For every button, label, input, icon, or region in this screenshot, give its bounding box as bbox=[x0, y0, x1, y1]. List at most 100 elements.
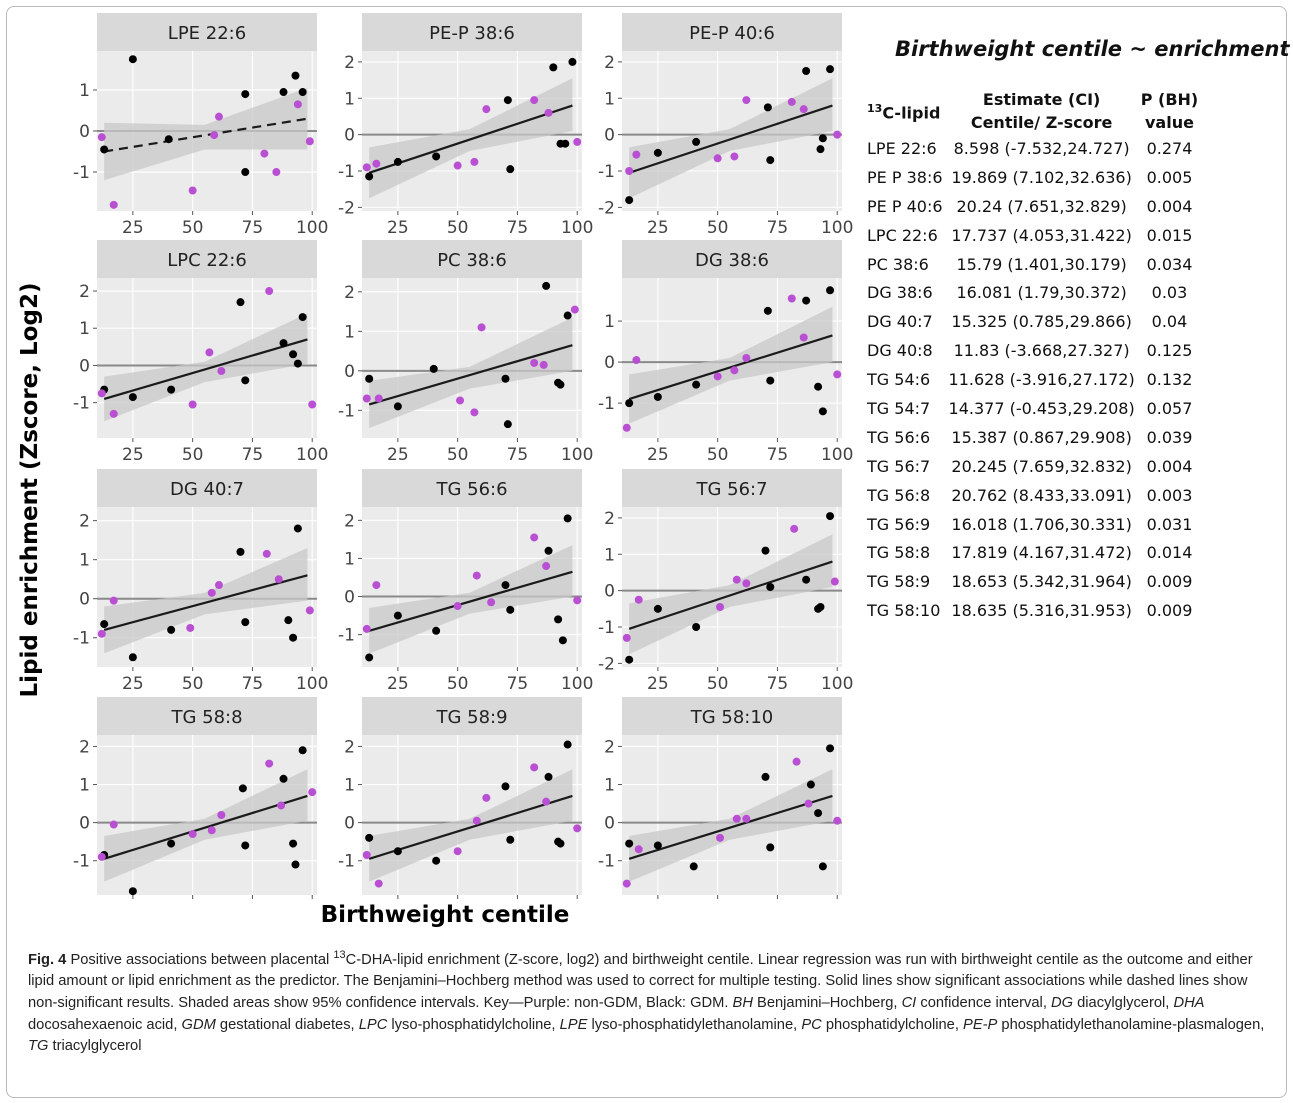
y-tick-label: -1 bbox=[338, 626, 355, 646]
data-point-non-gdm bbox=[742, 354, 751, 362]
panel-strip bbox=[97, 13, 317, 51]
header-p-value: P (BH) value bbox=[1138, 88, 1202, 134]
regression-line bbox=[103, 338, 308, 400]
y-tick-label: 2 bbox=[604, 509, 615, 529]
data-point-non-gdm bbox=[530, 358, 539, 367]
data-point-non-gdm bbox=[372, 581, 381, 590]
cell-estimate: 18.653 (5.342,31.964) bbox=[951, 572, 1132, 592]
cell-p-value: 0.125 bbox=[1146, 341, 1193, 361]
regression-line bbox=[628, 560, 833, 630]
y-tick-label: 0 bbox=[79, 122, 90, 142]
y-tick-label: 0 bbox=[604, 814, 615, 834]
data-point-non-gdm bbox=[732, 814, 741, 823]
data-point-gdm bbox=[802, 296, 811, 305]
data-point-gdm bbox=[289, 839, 298, 848]
facet-panel: PC 38:6 25 50 75 100 -1 0 1 2 bbox=[338, 240, 593, 465]
data-point-gdm bbox=[556, 380, 565, 389]
data-point-gdm bbox=[816, 603, 825, 611]
y-tick-label: 2 bbox=[344, 737, 355, 757]
data-point-gdm bbox=[561, 139, 570, 148]
data-point-gdm bbox=[241, 90, 250, 99]
table-title: Birthweight centile ~ enrichment bbox=[895, 37, 1290, 61]
data-point-non-gdm bbox=[477, 323, 486, 332]
caption-abbr-definition: lyso-phosphatidylethanolamine, bbox=[591, 1016, 798, 1033]
data-point-gdm bbox=[241, 168, 250, 177]
panel-strip bbox=[97, 240, 317, 278]
data-point-gdm bbox=[128, 393, 137, 402]
data-point-non-gdm bbox=[713, 372, 722, 381]
x-tick-label: 50 bbox=[182, 445, 204, 465]
data-point-non-gdm bbox=[790, 524, 799, 533]
regression-line bbox=[628, 104, 833, 174]
x-tick-label: 100 bbox=[296, 674, 328, 694]
data-point-gdm bbox=[298, 313, 307, 322]
data-point-gdm bbox=[289, 633, 298, 642]
data-point-gdm bbox=[692, 623, 701, 631]
cell-estimate: 20.245 (7.659,32.832) bbox=[951, 456, 1132, 476]
data-point-gdm bbox=[653, 392, 662, 401]
data-point-non-gdm bbox=[542, 797, 551, 806]
facet-panel: TG 56:7 25 50 75 100 -2 -1 0 1 2 bbox=[598, 469, 853, 694]
panel-title: TG 58:10 bbox=[690, 707, 774, 728]
regression-line bbox=[628, 794, 833, 860]
data-point-gdm bbox=[826, 512, 835, 521]
data-point-non-gdm bbox=[109, 820, 118, 829]
data-point-non-gdm bbox=[265, 759, 274, 768]
y-tick-label: 1 bbox=[79, 81, 90, 101]
data-point-non-gdm bbox=[622, 633, 631, 642]
cell-p-value: 0.039 bbox=[1146, 427, 1193, 447]
data-point-gdm bbox=[241, 376, 250, 385]
cell-p-value: 0.057 bbox=[1146, 398, 1193, 418]
data-point-gdm bbox=[826, 286, 835, 295]
data-point-non-gdm bbox=[453, 161, 462, 170]
data-point-gdm bbox=[503, 96, 512, 105]
data-point-non-gdm bbox=[730, 366, 739, 375]
panel-strip bbox=[362, 697, 582, 735]
data-point-non-gdm bbox=[716, 603, 725, 611]
cell-p-value: 0.274 bbox=[1146, 138, 1193, 158]
data-point-gdm bbox=[365, 833, 374, 842]
y-tick-label: 2 bbox=[79, 737, 90, 757]
x-tick-label: 100 bbox=[296, 445, 328, 465]
data-point-non-gdm bbox=[742, 814, 751, 823]
data-point-gdm bbox=[653, 604, 662, 613]
data-point-gdm bbox=[279, 339, 288, 348]
data-point-non-gdm bbox=[716, 833, 725, 842]
table-row: TG 58:8 17.819 (4.167,31.472) 0.014 bbox=[864, 538, 1201, 567]
caption-abbr-definition: gestational diabetes, bbox=[219, 1016, 355, 1033]
cell-estimate: 15.325 (0.785,29.866) bbox=[951, 312, 1132, 332]
header-lipid: 13C-lipid bbox=[864, 88, 946, 134]
x-tick-label: 100 bbox=[821, 218, 853, 238]
data-point-non-gdm bbox=[217, 367, 226, 376]
data-point-gdm bbox=[802, 575, 811, 584]
data-point-non-gdm bbox=[542, 562, 551, 571]
table-body: LPE 22:6 8.598 (-7.532,24.727) 0.274 PE P 3… bbox=[864, 134, 1201, 625]
x-tick-label: 50 bbox=[182, 218, 204, 238]
data-point-non-gdm bbox=[374, 879, 383, 888]
data-point-gdm bbox=[393, 157, 402, 166]
y-tick-label: 2 bbox=[344, 53, 355, 73]
data-point-gdm bbox=[563, 514, 572, 523]
cell-p-value: 0.009 bbox=[1146, 601, 1193, 621]
x-tick-label: 25 bbox=[387, 218, 409, 238]
cell-p-value: 0.003 bbox=[1146, 485, 1193, 505]
y-axis-label-container: Lipid enrichment (Zscore, Log2) bbox=[10, 130, 50, 850]
facet-panel: DG 38:6 25 50 75 100 -1 0 1 bbox=[598, 240, 853, 465]
data-point-gdm bbox=[393, 402, 402, 411]
x-tick-label: 25 bbox=[122, 674, 144, 694]
data-point-non-gdm bbox=[830, 577, 839, 586]
data-point-gdm bbox=[826, 744, 835, 753]
data-point-non-gdm bbox=[622, 423, 631, 432]
data-point-gdm bbox=[692, 380, 701, 389]
x-tick-label: 75 bbox=[767, 674, 789, 694]
data-point-non-gdm bbox=[362, 163, 371, 172]
data-point-non-gdm bbox=[97, 852, 106, 861]
data-point-gdm bbox=[506, 605, 515, 614]
x-tick-label: 25 bbox=[387, 445, 409, 465]
data-point-non-gdm bbox=[634, 595, 643, 604]
panel-strip bbox=[362, 469, 582, 507]
cell-p-value: 0.004 bbox=[1146, 196, 1193, 216]
y-tick-label: 0 bbox=[79, 814, 90, 834]
